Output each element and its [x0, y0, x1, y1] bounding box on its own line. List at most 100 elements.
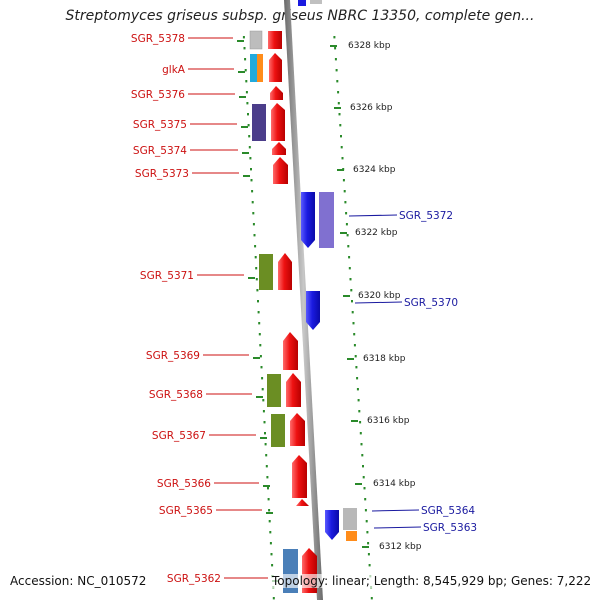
chromosome-backbone — [284, 0, 323, 600]
left-bound-dot — [254, 245, 257, 248]
right-bound-dot — [339, 124, 342, 127]
gene-SGR_5368-blocks[interactable] — [267, 373, 301, 407]
left-bound-dot — [255, 278, 258, 281]
left-bound-dot — [268, 520, 271, 523]
scale-label: 6316 kbp — [367, 416, 410, 426]
left-gene-labels: SGR_5378 glkA SGR_5376 SGR_5375 SGR_5374 SGR_… — [131, 33, 279, 585]
gene-label-tick — [243, 175, 250, 177]
left-dotted-bound — [242, 36, 275, 600]
right-bound-dot — [340, 146, 343, 149]
scale-label: 6312 kbp — [379, 542, 422, 552]
right-bound-dot — [362, 476, 365, 479]
scale-label: 6318 kbp — [363, 354, 406, 364]
gene-label-right[interactable]: SGR_5370 — [404, 297, 458, 309]
right-bound-dot — [356, 377, 359, 380]
left-bound-dot — [267, 487, 269, 490]
left-bound-dot — [257, 300, 259, 303]
left-bound-dot — [259, 344, 262, 347]
gene-SGR_5366-arrow[interactable] — [292, 455, 307, 498]
gene-SGR_5378-blocks[interactable] — [249, 30, 282, 50]
right-bound-dot — [349, 278, 352, 281]
left-bound-dot — [268, 509, 271, 512]
right-bound-dot — [362, 465, 364, 468]
gene-label-left[interactable]: SGR_5374 — [133, 145, 187, 157]
left-bound-dot — [259, 355, 262, 358]
gene-SGR_5378-arrow — [268, 31, 282, 49]
left-bound-dot — [249, 157, 252, 160]
gene-glkA-blocks[interactable] — [250, 53, 282, 82]
scale-tick — [351, 420, 358, 422]
right-bound-dot — [359, 421, 362, 424]
gene-SGR_5367-blocks[interactable] — [271, 413, 305, 447]
gene-label-right[interactable]: SGR_5372 — [399, 210, 453, 222]
gene-label-left[interactable]: glkA — [162, 64, 186, 76]
scale-tick — [343, 295, 350, 297]
left-bound-dot — [266, 476, 269, 479]
left-bound-dot — [248, 146, 251, 149]
gene-label-left[interactable]: SGR_5362 — [167, 573, 221, 585]
left-bound-dot — [261, 388, 264, 391]
gene-label-tick — [253, 357, 260, 359]
scale-label: 6328 kbp — [348, 41, 391, 51]
gene-SGR_5369-arrow[interactable] — [283, 332, 298, 370]
gene-label-left[interactable]: SGR_5373 — [135, 168, 189, 180]
left-bound-dot — [264, 443, 267, 446]
gene-SGR_5367-olive-block — [271, 414, 285, 447]
gene-label-left[interactable]: SGR_5371 — [140, 270, 194, 282]
gene-SGR_5375-navy-block — [252, 104, 266, 141]
right-bound-dot — [368, 564, 371, 567]
right-bound-dot — [334, 58, 337, 61]
gene-label-left[interactable]: SGR_5376 — [131, 89, 185, 101]
gene-label-left[interactable]: SGR_5365 — [159, 505, 213, 517]
gene-label-left[interactable]: SGR_5369 — [146, 350, 200, 362]
right-bound-dot — [365, 520, 368, 523]
left-bound-dot — [245, 80, 248, 83]
gene-label-left[interactable]: SGR_5366 — [157, 478, 211, 490]
right-bound-dot — [338, 113, 341, 116]
scale-tick — [347, 358, 354, 360]
gene-SGR_5364-blocks[interactable] — [325, 508, 357, 541]
left-bound-dot — [269, 531, 272, 534]
scale-label: 6320 kbp — [358, 291, 401, 301]
gene-SGR_5365-arrow[interactable] — [296, 499, 309, 506]
gene-label-left[interactable]: SGR_5367 — [152, 430, 206, 442]
gene-label-leader — [371, 509, 420, 512]
right-bound-dot — [354, 355, 357, 358]
gene-glkA-cyan-block — [250, 54, 257, 82]
gene-block-top-gray-partial — [310, 0, 322, 4]
gene-label-left[interactable]: SGR_5368 — [149, 389, 203, 401]
scale-label: 6314 kbp — [373, 479, 416, 489]
left-bound-dot — [254, 256, 257, 259]
right-bound-dot — [356, 388, 359, 391]
gene-SGR_5368-olive-block — [267, 374, 281, 407]
scale-tick — [340, 232, 347, 234]
scale-tick — [355, 483, 362, 485]
gene-SGR_5374-arrow[interactable] — [272, 142, 286, 155]
gene-SGR_5372-blocks[interactable] — [301, 192, 334, 248]
left-bound-dot — [251, 201, 254, 204]
scale-label: 6324 kbp — [353, 165, 396, 175]
gene-SGR_5372-lavender-block — [319, 192, 334, 248]
gene-label-tick — [256, 396, 263, 398]
gene-SGR_5373-arrow[interactable] — [273, 157, 288, 184]
gene-label-leader — [354, 301, 403, 304]
gene-SGR_5367-arrow — [290, 413, 305, 446]
left-bound-dot — [245, 91, 248, 94]
gene-label-right[interactable]: SGR_5364 — [421, 505, 475, 517]
right-bound-dot — [353, 333, 356, 336]
gene-SGR_5376-arrow[interactable] — [270, 86, 283, 100]
gene-label-left[interactable]: SGR_5375 — [133, 119, 187, 131]
left-bound-dot — [258, 322, 261, 325]
gene-SGR_5370-arrow[interactable] — [306, 291, 320, 330]
gene-SGR_5371-blocks[interactable] — [259, 253, 292, 290]
scale-label: 6322 kbp — [355, 228, 398, 238]
gene-label-right[interactable]: SGR_5363 — [423, 522, 477, 534]
gene-label-left[interactable]: SGR_5378 — [131, 33, 185, 45]
right-bound-dot — [355, 366, 358, 369]
gene-SGR_5375-blocks[interactable] — [252, 103, 285, 141]
gene-SGR_5368-arrow — [286, 373, 301, 407]
left-bound-dot — [250, 168, 252, 171]
right-bound-dot — [335, 69, 338, 72]
